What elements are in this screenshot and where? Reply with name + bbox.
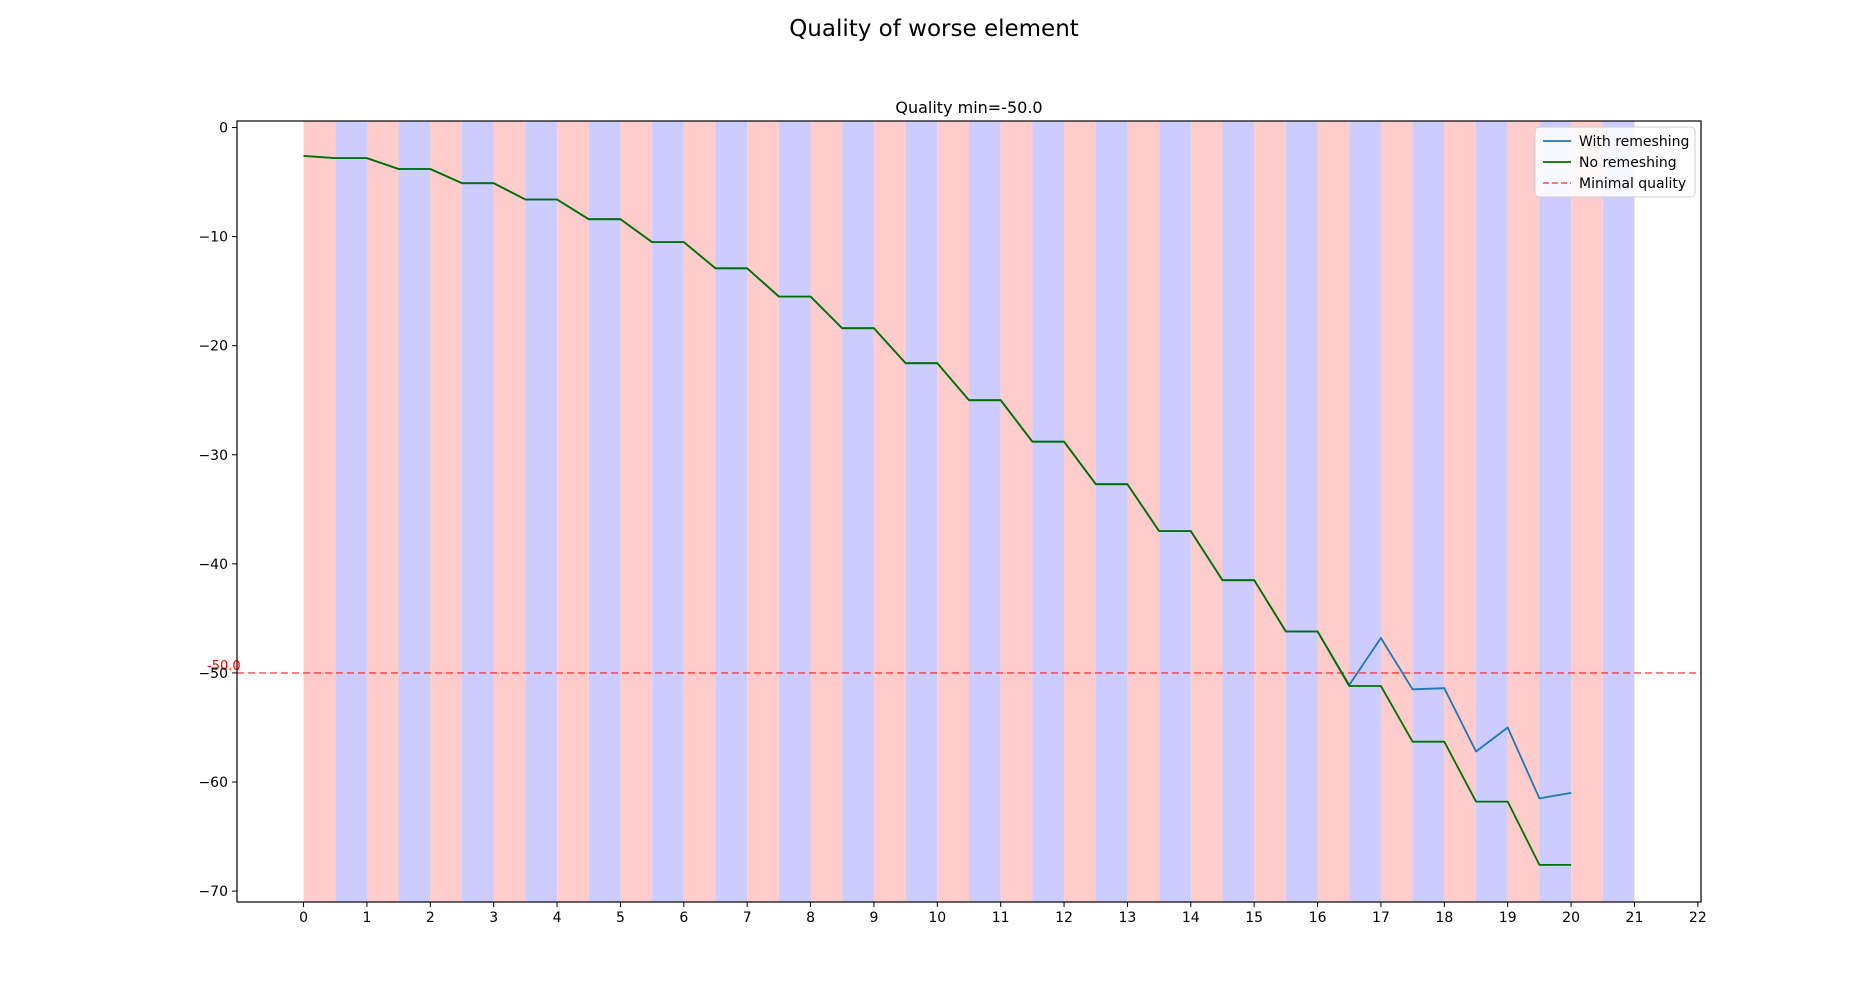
background-band-red	[493, 121, 526, 902]
background-band-blue	[1032, 121, 1065, 902]
background-band-red	[683, 121, 716, 902]
background-band-blue	[969, 121, 1001, 902]
y-axis-ticks: 0 −10 −20 −30 −40 −50 −60 −70	[198, 121, 237, 900]
reference-line-group: -50.0	[207, 659, 1701, 674]
x-tick-label: 14	[1182, 910, 1200, 926]
series-line-no-remeshing	[303, 155, 1572, 866]
legend-box	[1534, 126, 1696, 198]
x-tick-label: 17	[1372, 910, 1390, 926]
background-band-red	[620, 121, 653, 902]
background-band-red	[1000, 121, 1033, 902]
axes-title: Quality min=-50.0	[895, 98, 1042, 117]
background-band-red	[1317, 121, 1350, 902]
background-band-red	[1190, 121, 1223, 902]
background-band-blue	[1349, 121, 1381, 902]
background-band-blue	[461, 121, 494, 902]
background-band-blue	[842, 121, 874, 902]
legend-label: No remeshing	[1579, 155, 1677, 171]
background-band-blue	[1222, 121, 1255, 902]
x-tick-label: 3	[489, 910, 498, 926]
background-band-red	[1444, 121, 1477, 902]
x-tick-label: 0	[299, 910, 308, 926]
background-band-red	[1064, 121, 1096, 902]
y-tick-label: −10	[198, 230, 228, 246]
x-tick-label: 8	[806, 910, 815, 926]
figure-suptitle: Quality of worse element	[789, 16, 1079, 42]
background-band-blue	[1412, 121, 1445, 902]
background-band-red	[1571, 121, 1603, 902]
x-axis-ticks: 0 1 2 3 4 5 6 7 8 9 10 11 12 13 14 15 16 17 18 19 20 21 22	[299, 902, 1707, 926]
x-tick-label: 1	[362, 910, 371, 926]
background-band-blue	[1095, 121, 1128, 902]
x-tick-label: 10	[928, 910, 946, 926]
background-band-red	[747, 121, 779, 902]
background-band-red	[1507, 121, 1540, 902]
y-tick-label: −50	[198, 666, 228, 682]
x-tick-label: 13	[1119, 910, 1137, 926]
y-tick-label: 0	[219, 121, 228, 137]
x-tick-label: 5	[616, 910, 625, 926]
x-tick-label: 2	[426, 910, 435, 926]
background-band-blue	[1285, 121, 1318, 902]
y-tick-label: −70	[198, 884, 228, 900]
background-band-red	[557, 121, 589, 902]
background-band-blue	[335, 121, 367, 902]
background-band-blue	[652, 121, 684, 902]
background-band-blue	[398, 121, 431, 902]
background-band-blue	[778, 121, 811, 902]
background-band-red	[937, 121, 969, 902]
x-tick-label: 11	[992, 910, 1010, 926]
background-band-blue	[1476, 121, 1508, 902]
background-band-red	[366, 121, 399, 902]
background-band-blue	[715, 121, 748, 902]
x-tick-label: 7	[743, 910, 752, 926]
x-tick-label: 21	[1626, 910, 1644, 926]
background-band-red	[430, 121, 462, 902]
x-tick-label: 4	[553, 910, 562, 926]
background-band-red	[303, 121, 336, 902]
background-band-blue	[905, 121, 938, 902]
background-band-red	[1127, 121, 1160, 902]
background-band-blue	[1539, 121, 1572, 902]
background-band-blue	[1159, 121, 1191, 902]
legend: With remeshing No remeshing Minimal qualit…	[1534, 126, 1696, 198]
reference-line-label: -50.0	[207, 659, 241, 674]
x-tick-label: 16	[1309, 910, 1327, 926]
x-tick-label: 18	[1435, 910, 1453, 926]
legend-label: Minimal quality	[1579, 176, 1686, 192]
y-tick-label: −30	[198, 448, 228, 464]
x-tick-label: 20	[1562, 910, 1580, 926]
x-tick-label: 15	[1245, 910, 1263, 926]
background-band-red	[810, 121, 843, 902]
background-band-red	[873, 121, 906, 902]
x-tick-label: 6	[679, 910, 688, 926]
series-lines	[303, 155, 1572, 866]
x-tick-label: 9	[869, 910, 878, 926]
axes-frame	[236, 120, 1702, 903]
x-tick-label: 19	[1499, 910, 1517, 926]
legend-label: With remeshing	[1579, 134, 1689, 150]
background-bands	[303, 121, 1635, 902]
background-band-blue	[1602, 121, 1635, 902]
background-band-red	[1254, 121, 1286, 902]
background-band-blue	[588, 121, 621, 902]
y-tick-label: −40	[198, 557, 228, 573]
x-tick-label: 22	[1689, 910, 1707, 926]
y-tick-label: −60	[198, 775, 228, 791]
background-band-red	[1380, 121, 1413, 902]
background-band-blue	[525, 121, 558, 902]
y-tick-label: −20	[198, 339, 228, 355]
x-tick-label: 12	[1055, 910, 1073, 926]
